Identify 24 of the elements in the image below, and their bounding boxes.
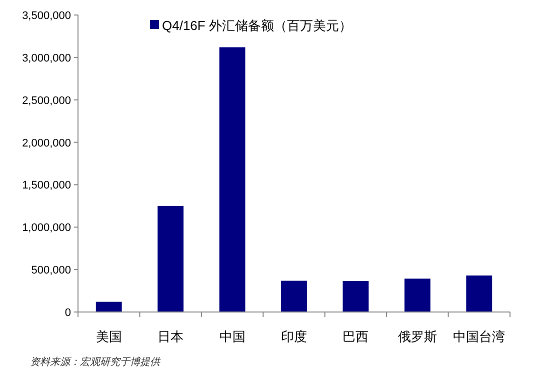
text: 资料来源：宏观研究于博提供 (30, 356, 161, 368)
bar (158, 206, 184, 312)
y-tick-label: 0 (64, 307, 71, 319)
x-tick-label: 中国台湾 (453, 329, 506, 344)
bar (342, 281, 369, 312)
x-tick-label: 日本 (158, 329, 184, 344)
y-tick-label: 500,000 (31, 264, 71, 277)
bar (219, 47, 246, 312)
y-tick-label: 2,000,000 (22, 137, 71, 150)
x-tick-label: 巴西 (342, 329, 369, 344)
bar (404, 278, 430, 312)
y-tick-label: 2,500,000 (22, 94, 71, 107)
x-tick-label: 俄罗斯 (398, 329, 437, 344)
y-tick-label: 3,500,000 (22, 10, 71, 22)
x-tick-label: 中国 (219, 329, 246, 344)
y-tick-label: 3,000,000 (22, 52, 71, 64)
bar (96, 302, 122, 312)
x-tick-label: 印度 (281, 329, 307, 344)
y-tick-label: 1,500,000 (22, 180, 71, 192)
x-tick-label: 美国 (96, 329, 122, 344)
bar (466, 276, 492, 312)
legend-label: Q4/16F 外汇储备额（百万美元） (162, 18, 352, 33)
bar (281, 280, 307, 312)
y-tick-label: 1,000,000 (22, 222, 71, 234)
